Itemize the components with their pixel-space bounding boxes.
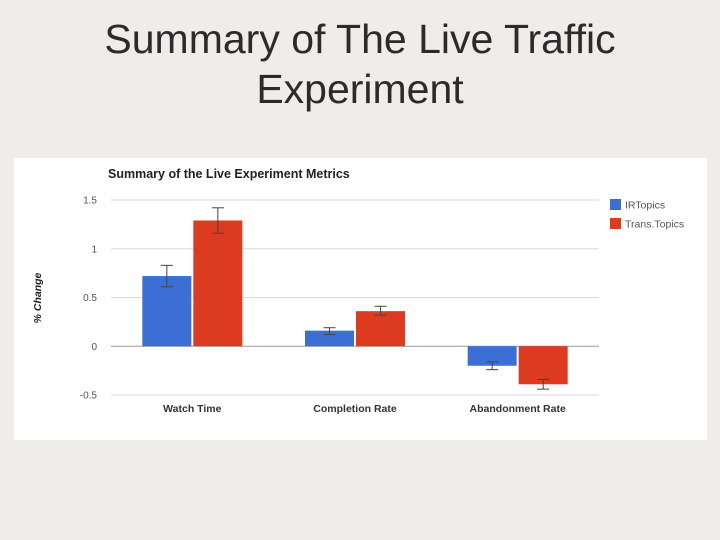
legend-label: IRTopics: [625, 200, 665, 212]
axes: 1.5 1 0.5 0 -0.5 Watch Time Completion Rate Aba…: [80, 196, 566, 416]
y-tick-label: 0: [91, 342, 97, 353]
legend: IRTopics Trans.Topics: [610, 199, 684, 231]
bar-chart: Summary of the Live Experiment Metrics %…: [32, 167, 684, 416]
bar: [142, 276, 192, 347]
bar: [356, 311, 405, 347]
grid: [111, 199, 599, 396]
chart-title: Summary of the Live Experiment Metrics: [108, 167, 350, 181]
x-category-label: Abandonment Rate: [470, 403, 566, 415]
bars: [142, 220, 568, 385]
x-category-label: Completion Rate: [313, 403, 397, 415]
bar: [467, 346, 517, 366]
y-tick-label: -0.5: [80, 391, 98, 402]
y-tick-label: 1.5: [83, 196, 97, 207]
y-axis-label: % Change: [32, 272, 44, 323]
legend-swatch: [610, 218, 621, 229]
bar: [518, 346, 568, 385]
chart-container: Summary of the Live Experiment Metrics %…: [14, 158, 707, 440]
slide-title-line-1: Summary of The Live Traffic: [104, 16, 616, 62]
bar: [193, 220, 243, 347]
slide-title: Summary of The Live Traffic Experiment: [0, 14, 720, 114]
slide-title-line-2: Experiment: [256, 66, 464, 112]
x-category-label: Watch Time: [163, 403, 222, 415]
legend-label: Trans.Topics: [625, 219, 684, 231]
legend-swatch: [610, 199, 621, 210]
y-tick-label: 0.5: [83, 293, 97, 304]
bar: [305, 330, 354, 347]
error-bars: [160, 207, 550, 390]
y-tick-label: 1: [91, 244, 97, 255]
